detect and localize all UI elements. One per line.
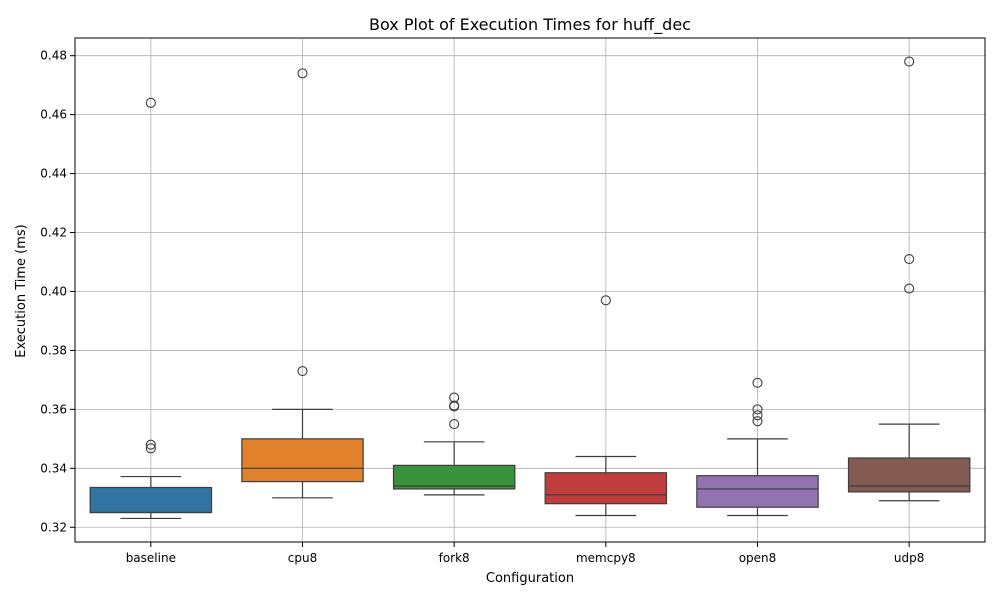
y-axis: 0.32 0.34 0.36 0.38 0.40 0.42 0.44 0.46 0.48: [40, 49, 75, 534]
outlier-point: [145, 443, 156, 454]
outlier-point: [145, 97, 156, 108]
y-tick-label: 0.32: [40, 520, 67, 534]
y-tick-label: 0.42: [40, 226, 67, 240]
outlier-point: [449, 400, 460, 411]
box-cpu8: [241, 68, 364, 499]
box-iqr: [89, 486, 213, 514]
outlier-point: [904, 56, 915, 67]
box-iqr: [241, 438, 364, 483]
box-iqr: [544, 472, 668, 505]
box-iqr: [847, 457, 971, 493]
chart-title: Box Plot of Execution Times for huff_dec: [369, 15, 691, 35]
y-tick-label: 0.36: [40, 402, 67, 416]
x-axis: baseline cpu8 fork8 memcpy8 open8 udp8: [126, 542, 924, 565]
plot-frame: [74, 37, 986, 543]
y-tick-label: 0.44: [40, 167, 67, 181]
box-open8: [696, 377, 819, 517]
outlier-point: [145, 439, 156, 450]
box-iqr: [696, 475, 819, 508]
box-memcpy8: [544, 295, 668, 517]
outlier-point: [752, 404, 763, 415]
outlier-point: [904, 283, 915, 294]
y-tick-label: 0.38: [40, 343, 67, 357]
x-tick-label: cpu8: [288, 551, 317, 565]
box-fork8: [392, 392, 516, 496]
y-tick-label: 0.48: [40, 49, 67, 63]
outlier-point: [752, 410, 763, 421]
x-tick-label: baseline: [126, 551, 176, 565]
outlier-point: [449, 392, 460, 403]
y-tick-label: 0.46: [40, 108, 67, 122]
outlier-point: [752, 416, 763, 427]
box-iqr: [392, 464, 516, 490]
box-series: [89, 56, 971, 520]
y-tick-label: 0.40: [40, 284, 67, 298]
y-tick-label: 0.34: [40, 461, 67, 475]
box-udp8: [847, 56, 971, 502]
y-axis-label: Execution Time (ms): [14, 224, 29, 357]
x-tick-label: memcpy8: [576, 551, 636, 565]
box-baseline: [89, 97, 213, 520]
x-tick-label: open8: [739, 551, 777, 565]
outlier-point: [297, 366, 308, 377]
x-axis-label: Configuration: [486, 571, 574, 586]
outlier-point: [752, 377, 763, 388]
outlier-point: [449, 419, 460, 430]
outlier-point: [904, 254, 915, 265]
outlier-point: [297, 68, 308, 79]
x-tick-label: udp8: [894, 551, 924, 565]
outlier-point: [600, 295, 611, 306]
x-tick-label: fork8: [439, 551, 470, 565]
